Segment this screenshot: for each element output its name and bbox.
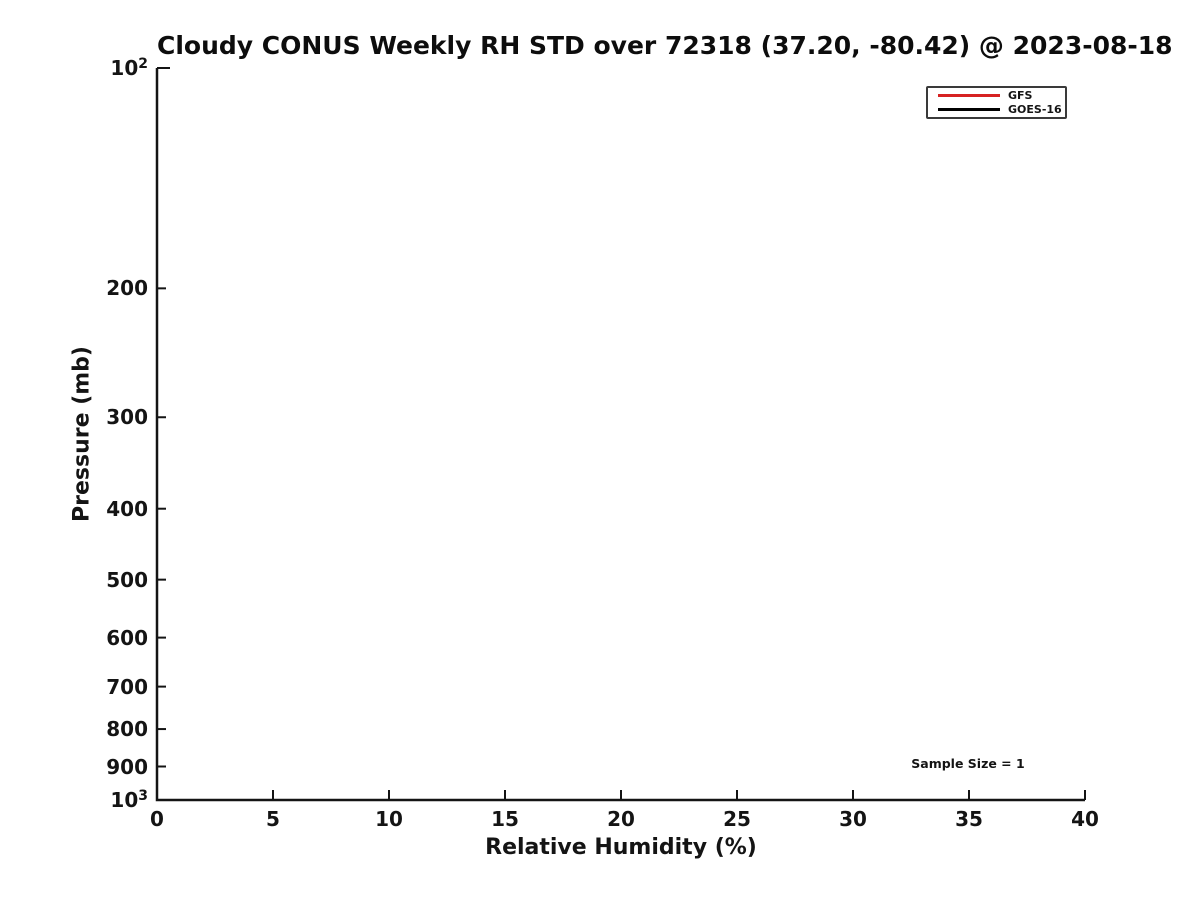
axis-spines (155, 68, 1085, 802)
x-tick-label-30: 30 (839, 807, 867, 831)
x-tick-label-10: 10 (375, 807, 403, 831)
y-tick-label-600: 600 (106, 625, 148, 650)
x-tick-label-0: 0 (150, 807, 164, 831)
x-axis-label: Relative Humidity (%) (485, 835, 757, 860)
chart-title: Cloudy CONUS Weekly RH STD over 72318 (3… (157, 31, 1173, 60)
y-tick-label-300: 300 (106, 405, 148, 430)
legend-line-goes16 (938, 108, 1000, 111)
x-tick-label-5: 5 (266, 807, 280, 831)
legend-entry-goes16: GOES-16 (938, 103, 1062, 116)
legend-label-gfs: GFS (1008, 89, 1033, 102)
x-tick-label-15: 15 (491, 807, 519, 831)
sample-size-annotation: Sample Size = 1 (911, 756, 1025, 771)
x-tick-label-35: 35 (955, 807, 983, 831)
y-tick-label-1000: 103 (110, 788, 148, 812)
y-tick-label-700: 700 (106, 674, 148, 699)
legend-label-goes16: GOES-16 (1008, 103, 1062, 116)
y-tick-label-900: 900 (106, 754, 148, 779)
y-tick-label-400: 400 (106, 496, 148, 521)
legend-entry-gfs: GFS (938, 89, 1057, 102)
legend: GFS GOES-16 (926, 86, 1067, 119)
x-tick-label-20: 20 (607, 807, 635, 831)
legend-line-gfs (938, 94, 1000, 97)
y-tick-label-800: 800 (106, 717, 148, 742)
y-tick-label-200: 200 (106, 276, 148, 301)
y-tick-label-500: 500 (106, 567, 148, 592)
x-tick-label-40: 40 (1071, 807, 1099, 831)
y-tick-label-100: 102 (110, 56, 148, 80)
x-tick-label-25: 25 (723, 807, 751, 831)
